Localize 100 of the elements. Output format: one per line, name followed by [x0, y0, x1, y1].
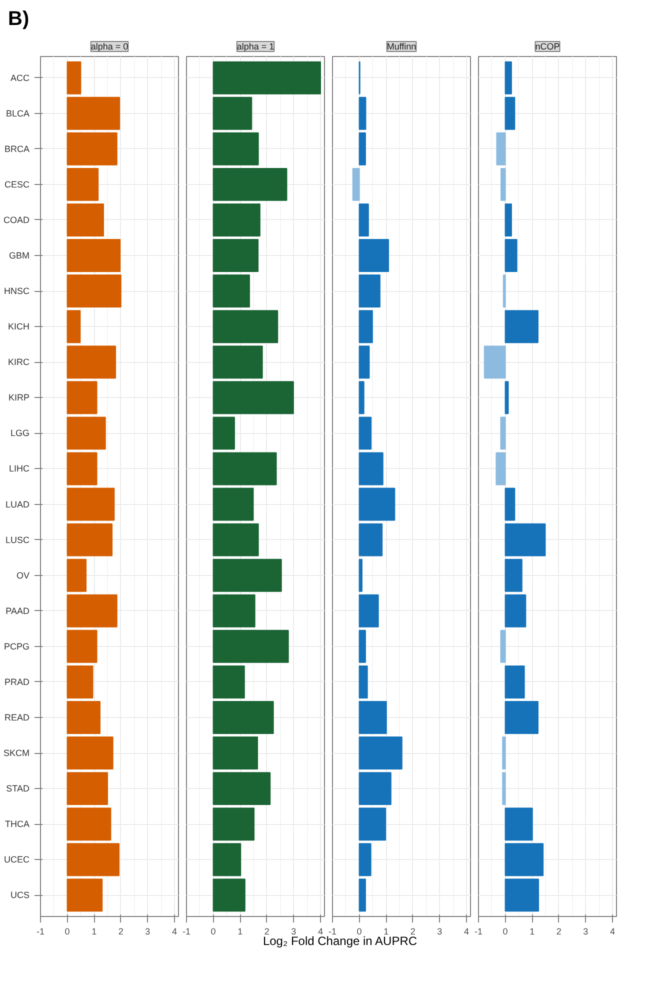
x-tick-label: 3	[583, 926, 588, 936]
bar	[502, 736, 506, 770]
x-tick-label: -1	[182, 926, 191, 936]
bar	[212, 452, 277, 486]
bar	[504, 594, 526, 628]
bar	[358, 203, 369, 236]
bar	[496, 132, 506, 166]
x-tick-label: 0	[64, 926, 70, 936]
bar	[212, 772, 271, 806]
bar	[504, 203, 512, 236]
y-tick-label: GBM	[9, 250, 30, 261]
bar	[66, 488, 115, 521]
bar	[358, 381, 364, 414]
x-axis-title: Log₂ Fold Change in AUPRC	[262, 934, 418, 950]
bar	[66, 878, 103, 912]
bar	[504, 239, 518, 272]
bar	[212, 96, 252, 130]
bar	[66, 274, 122, 308]
bar	[66, 132, 118, 166]
bar	[66, 594, 118, 628]
x-tick-label: 1	[92, 926, 97, 936]
bar	[504, 808, 533, 841]
bar	[66, 701, 100, 734]
x-tick-label: 4	[464, 926, 469, 936]
x-tick-label: 4	[610, 926, 615, 936]
bar	[66, 736, 114, 770]
x-tick-label: 4	[172, 926, 177, 936]
bar	[504, 701, 538, 734]
bar	[504, 310, 538, 344]
bar	[358, 878, 366, 912]
y-tick-label: HNSC	[4, 286, 30, 296]
x-tick-label: 1	[384, 926, 389, 936]
x-tick-label: 2	[410, 926, 416, 936]
bar	[66, 381, 98, 414]
y-tick-label: UCS	[10, 890, 30, 900]
y-tick-label: OV	[16, 570, 30, 580]
x-tick-label: 2	[556, 926, 562, 936]
bar	[500, 416, 506, 450]
bar	[358, 132, 366, 166]
bar	[212, 239, 259, 272]
bar	[66, 239, 121, 272]
bar	[212, 203, 260, 236]
bar	[212, 701, 274, 734]
bar	[358, 310, 373, 344]
x-tick-label: -1	[474, 926, 483, 936]
y-tick-label: KIRC	[8, 357, 30, 368]
bar	[212, 665, 245, 698]
bar	[66, 843, 120, 876]
bar	[358, 701, 387, 734]
bar	[504, 843, 544, 876]
bar	[212, 843, 242, 876]
x-tick-label: 0	[502, 926, 508, 936]
y-tick-label: LGG	[10, 428, 30, 438]
text: B)	[8, 7, 30, 32]
bar	[212, 416, 235, 450]
x-tick-label: 3	[145, 926, 150, 936]
bar	[66, 808, 112, 841]
x-tick-label: 2	[264, 926, 270, 936]
y-tick-label: THCA	[5, 819, 30, 830]
bar	[212, 808, 255, 841]
y-tick-label: READ	[4, 712, 30, 722]
bar	[66, 772, 108, 806]
chart-title: Muffinn	[386, 42, 416, 52]
x-tick-label: 1	[238, 926, 243, 936]
bar	[352, 168, 360, 201]
bar	[358, 736, 402, 770]
bar	[212, 736, 258, 770]
y-tick-label: LIHC	[8, 464, 30, 474]
bar	[502, 772, 506, 806]
x-tick-label: 3	[437, 926, 442, 936]
chart-title: nCOP	[535, 42, 560, 52]
bar	[358, 558, 362, 592]
bar	[484, 346, 506, 379]
x-tick-label: 4	[318, 926, 323, 936]
bar	[504, 665, 525, 698]
bar	[500, 168, 506, 201]
bar	[66, 452, 98, 486]
x-tick-label: 0	[210, 926, 216, 936]
bar	[212, 523, 259, 556]
bar	[504, 558, 522, 592]
y-tick-label: LUAD	[5, 499, 30, 510]
y-tick-label: PCPG	[4, 641, 30, 652]
bar	[66, 558, 87, 592]
y-tick-label: UCEC	[4, 854, 30, 865]
bar	[66, 416, 106, 450]
y-tick-label: PAAD	[6, 606, 30, 616]
bar	[212, 61, 321, 94]
bar	[504, 878, 540, 912]
chart-title: alpha = 1	[236, 42, 274, 52]
bar	[500, 630, 506, 663]
x-tick-label: 2	[118, 926, 124, 936]
bar	[212, 346, 263, 379]
bar	[504, 61, 512, 94]
bar	[504, 96, 516, 130]
bar	[66, 346, 116, 379]
y-tick-label: COAD	[4, 214, 30, 225]
x-tick-label: -1	[36, 926, 45, 936]
y-tick-label: BLCA	[6, 108, 30, 118]
bar	[212, 274, 250, 308]
bar	[212, 558, 282, 592]
